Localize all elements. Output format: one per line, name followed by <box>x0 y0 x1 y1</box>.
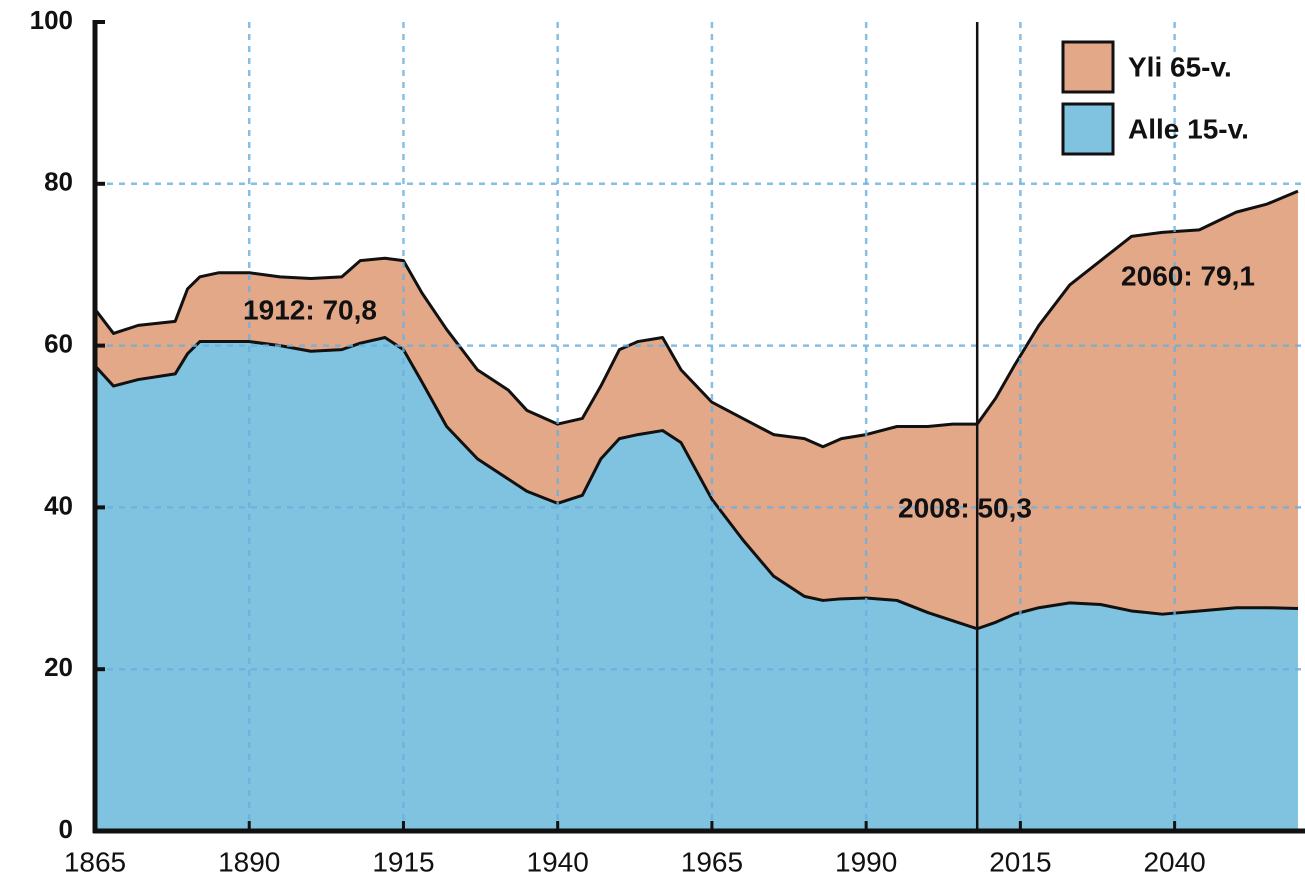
annotation: 1912: 70,8 <box>243 294 377 325</box>
y-tick-label: 100 <box>30 5 73 35</box>
y-tick-label: 80 <box>44 167 73 197</box>
x-tick-label: 1965 <box>681 846 743 877</box>
y-tick-label: 40 <box>44 490 73 520</box>
annotation: 2008: 50,3 <box>898 492 1032 523</box>
legend-swatch <box>1063 104 1113 154</box>
x-tick-label: 2015 <box>989 846 1051 877</box>
x-tick-label: 1940 <box>527 846 589 877</box>
legend-label: Yli 65-v. <box>1128 51 1232 82</box>
y-tick-label: 20 <box>44 652 73 682</box>
y-tick-label: 60 <box>44 328 73 358</box>
annotation: 2060: 79,1 <box>1121 260 1255 291</box>
legend: Yli 65-v. Alle 15-v. <box>1063 42 1249 154</box>
x-tick-label: 1915 <box>372 846 434 877</box>
x-tick-label: 1865 <box>64 846 126 877</box>
x-tick-label: 2040 <box>1143 846 1205 877</box>
x-tick-label: 1890 <box>218 846 280 877</box>
x-tick-label: 1990 <box>835 846 897 877</box>
legend-label: Alle 15-v. <box>1128 113 1249 144</box>
chart: 0204060801001865189019151940196519902015… <box>0 0 1305 882</box>
legend-swatch <box>1063 42 1113 92</box>
y-tick-label: 0 <box>59 814 73 844</box>
